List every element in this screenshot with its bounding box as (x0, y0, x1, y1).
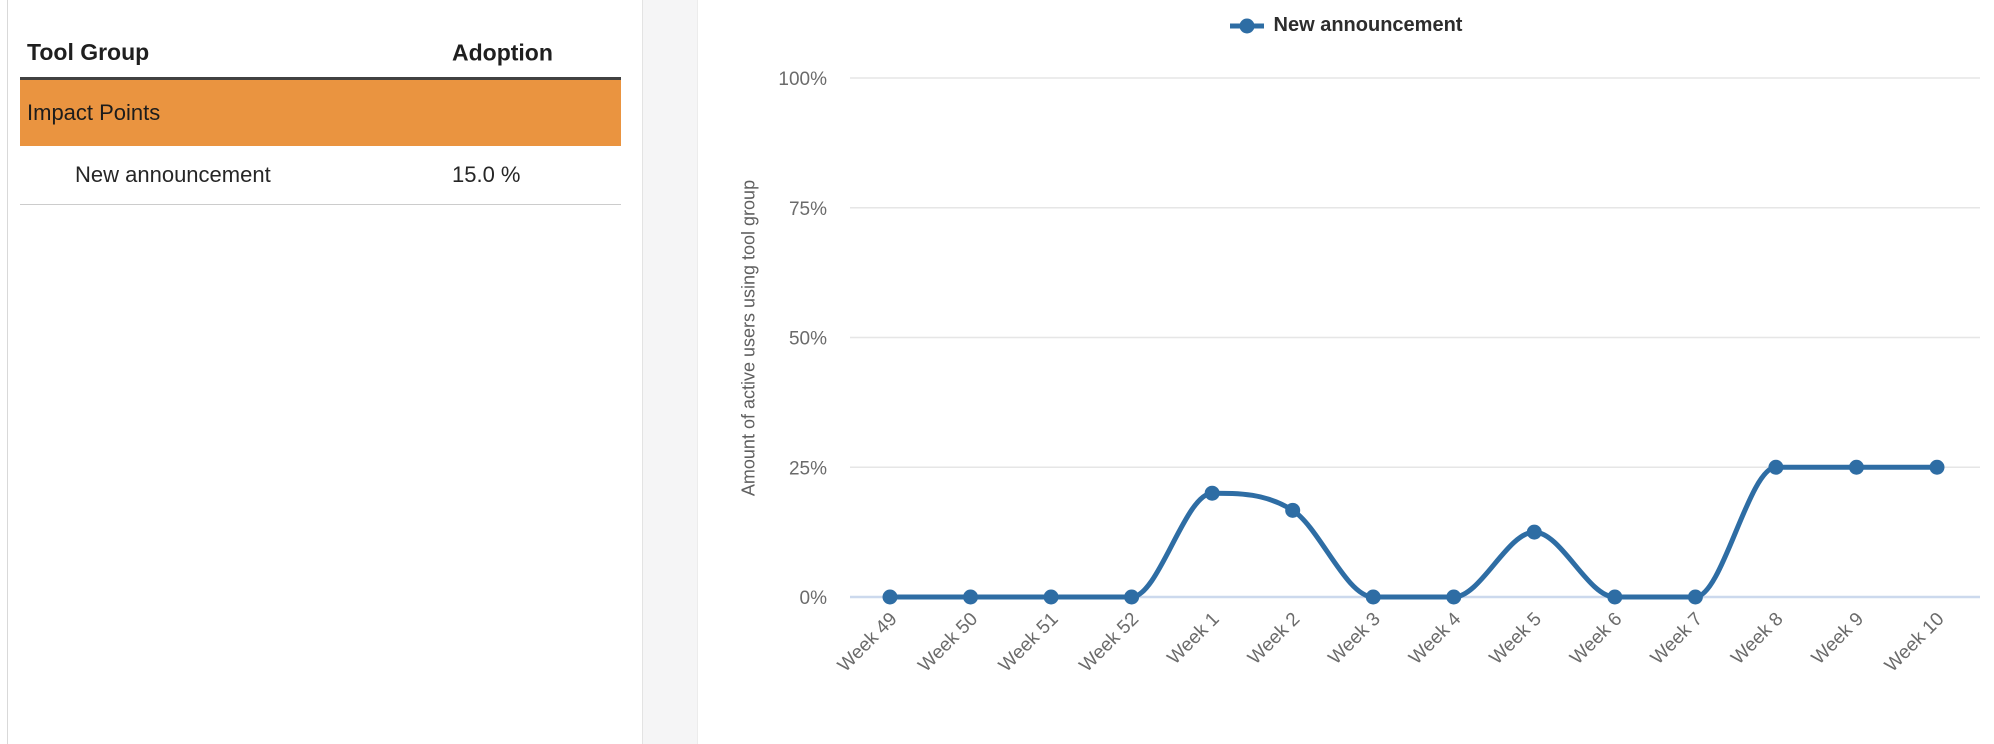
data-point[interactable] (1526, 524, 1542, 540)
x-tick-label: Week 7 (1647, 609, 1707, 669)
data-point[interactable] (963, 589, 979, 605)
panel-divider (643, 0, 698, 744)
data-point[interactable] (1446, 589, 1462, 605)
legend-line-marker-icon (1229, 18, 1264, 33)
y-tick-label: 75% (789, 199, 827, 220)
legend-series-label: New announcement (1273, 14, 1463, 36)
data-point[interactable] (1768, 459, 1784, 475)
data-point[interactable] (1929, 459, 1945, 475)
data-point[interactable] (882, 589, 898, 605)
series-line (887, 464, 1940, 600)
y-tick-label: 50% (789, 329, 827, 350)
data-point[interactable] (1365, 589, 1381, 605)
x-tick-label: Week 9 (1808, 609, 1868, 669)
data-point[interactable] (1124, 589, 1140, 605)
x-tick-label: Week 6 (1566, 609, 1626, 669)
adoption-value: 15.0 % (452, 162, 521, 187)
x-tick-label: Week 2 (1244, 609, 1304, 669)
table-row[interactable]: New announcement 15.0 % (20, 146, 621, 205)
column-header-adoption: Adoption (452, 39, 553, 65)
data-point[interactable] (1607, 589, 1623, 605)
x-tick-label: Week 1 (1164, 609, 1224, 669)
data-point[interactable] (1848, 459, 1864, 475)
tool-group-panel: Tool Group Adoption Impact Points New an… (7, 0, 643, 744)
chart-legend[interactable]: New announcement (698, 14, 1994, 37)
x-tick-label: Week 52 (1076, 609, 1144, 677)
data-point[interactable] (1687, 589, 1703, 605)
group-row-impact-points[interactable]: Impact Points (20, 80, 621, 146)
chart-panel: New announcement Amount of active users … (698, 0, 1994, 744)
data-point[interactable] (1043, 589, 1059, 605)
group-row-label: Impact Points (27, 100, 161, 125)
adoption-chart: 100%75%50%25%0%Week 49 Week 50 Week 51 Week… (778, 69, 1980, 677)
x-tick-label: Week 10 (1881, 609, 1949, 677)
y-tick-label: 100% (778, 69, 827, 90)
data-point[interactable] (1285, 502, 1301, 518)
y-tick-label: 25% (789, 458, 827, 479)
data-point[interactable] (1204, 485, 1220, 501)
x-tick-label: Week 51 (995, 609, 1063, 677)
tool-name-label: New announcement (75, 162, 271, 187)
tool-group-table: Tool Group Adoption Impact Points New an… (20, 28, 621, 205)
column-header-tool-group: Tool Group (27, 39, 150, 65)
x-tick-label: Week 49 (834, 609, 902, 677)
x-tick-label: Week 50 (914, 609, 982, 677)
table-header-row: Tool Group Adoption (20, 28, 621, 80)
x-tick-label: Week 3 (1325, 609, 1385, 669)
x-tick-label: Week 8 (1727, 609, 1787, 669)
x-tick-label: Week 4 (1405, 608, 1465, 668)
y-tick-label: 0% (800, 588, 828, 609)
x-tick-label: Week 5 (1486, 609, 1546, 669)
